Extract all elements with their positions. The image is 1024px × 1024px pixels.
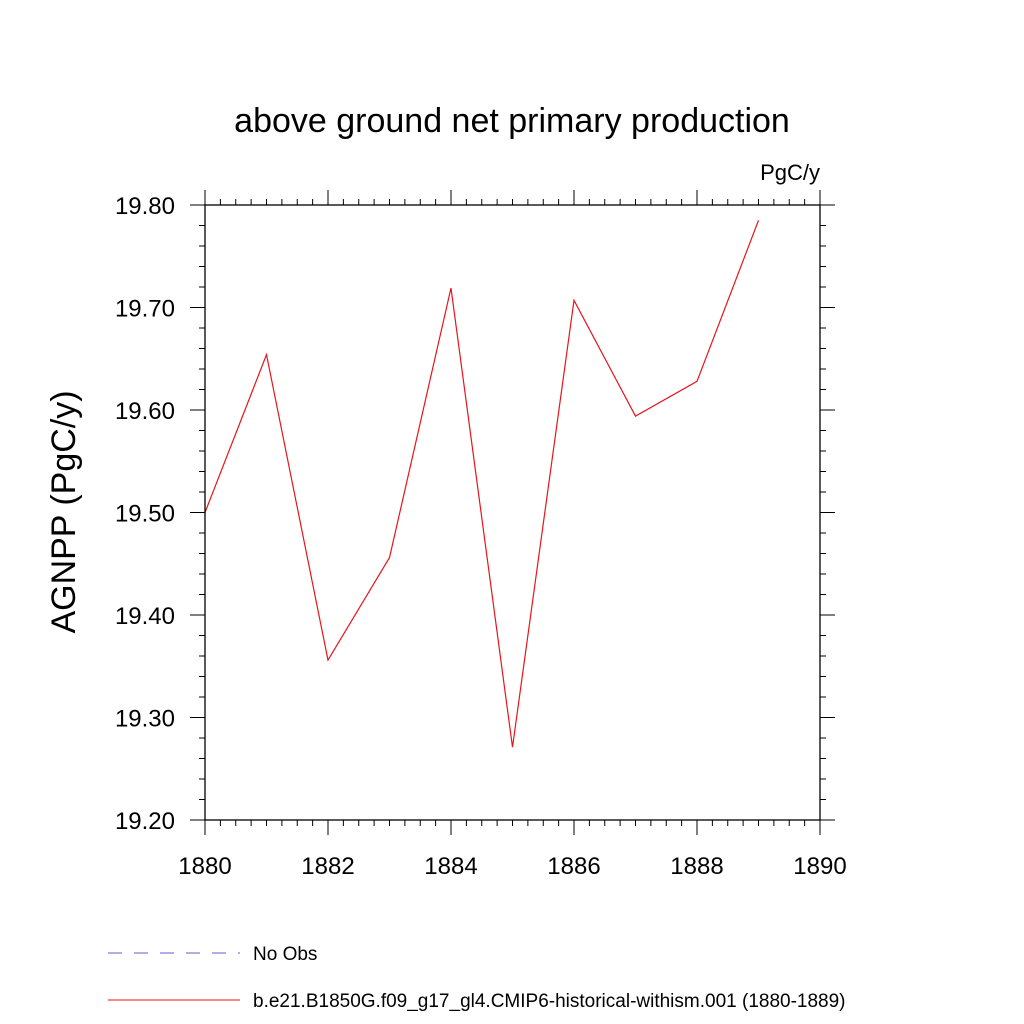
legend: No Obs b.e21.B1850G.f09_g17_gl4.CMIP6-his… [108, 944, 846, 1012]
x-tick-label: 1882 [301, 853, 354, 880]
plot-frame [204, 204, 821, 821]
x-tick-label: 1880 [178, 853, 231, 880]
legend-label: b.e21.B1850G.f09_g17_gl4.CMIP6-historica… [253, 991, 846, 1012]
axis-ticks [190, 190, 835, 835]
y-tick-label: 19.30 [115, 706, 175, 733]
x-tick-label: 1884 [424, 853, 477, 880]
y-tick-label: 19.20 [115, 808, 175, 835]
x-tick-label: 1890 [793, 853, 846, 880]
y-axis-label: AGNPP (PgC/y) [45, 390, 83, 633]
y-tick-label: 19.40 [115, 603, 175, 630]
legend-label: No Obs [253, 944, 317, 965]
plot-series [204, 220, 760, 748]
y-tick-label: 19.70 [115, 296, 175, 323]
series-line [204, 220, 760, 748]
y-tick-label: 19.60 [115, 398, 175, 425]
units-label: PgC/y [760, 160, 820, 185]
y-tick-label: 19.80 [115, 193, 175, 220]
x-tick-label: 1886 [547, 853, 600, 880]
y-tick-label: 19.50 [115, 501, 175, 528]
tick-labels: 1880 1882 1884 1886 1888 1890 19.20 19.30 19.40 1… [115, 193, 847, 880]
chart-title: above ground net primary production [234, 102, 790, 140]
x-tick-label: 1888 [670, 853, 723, 880]
